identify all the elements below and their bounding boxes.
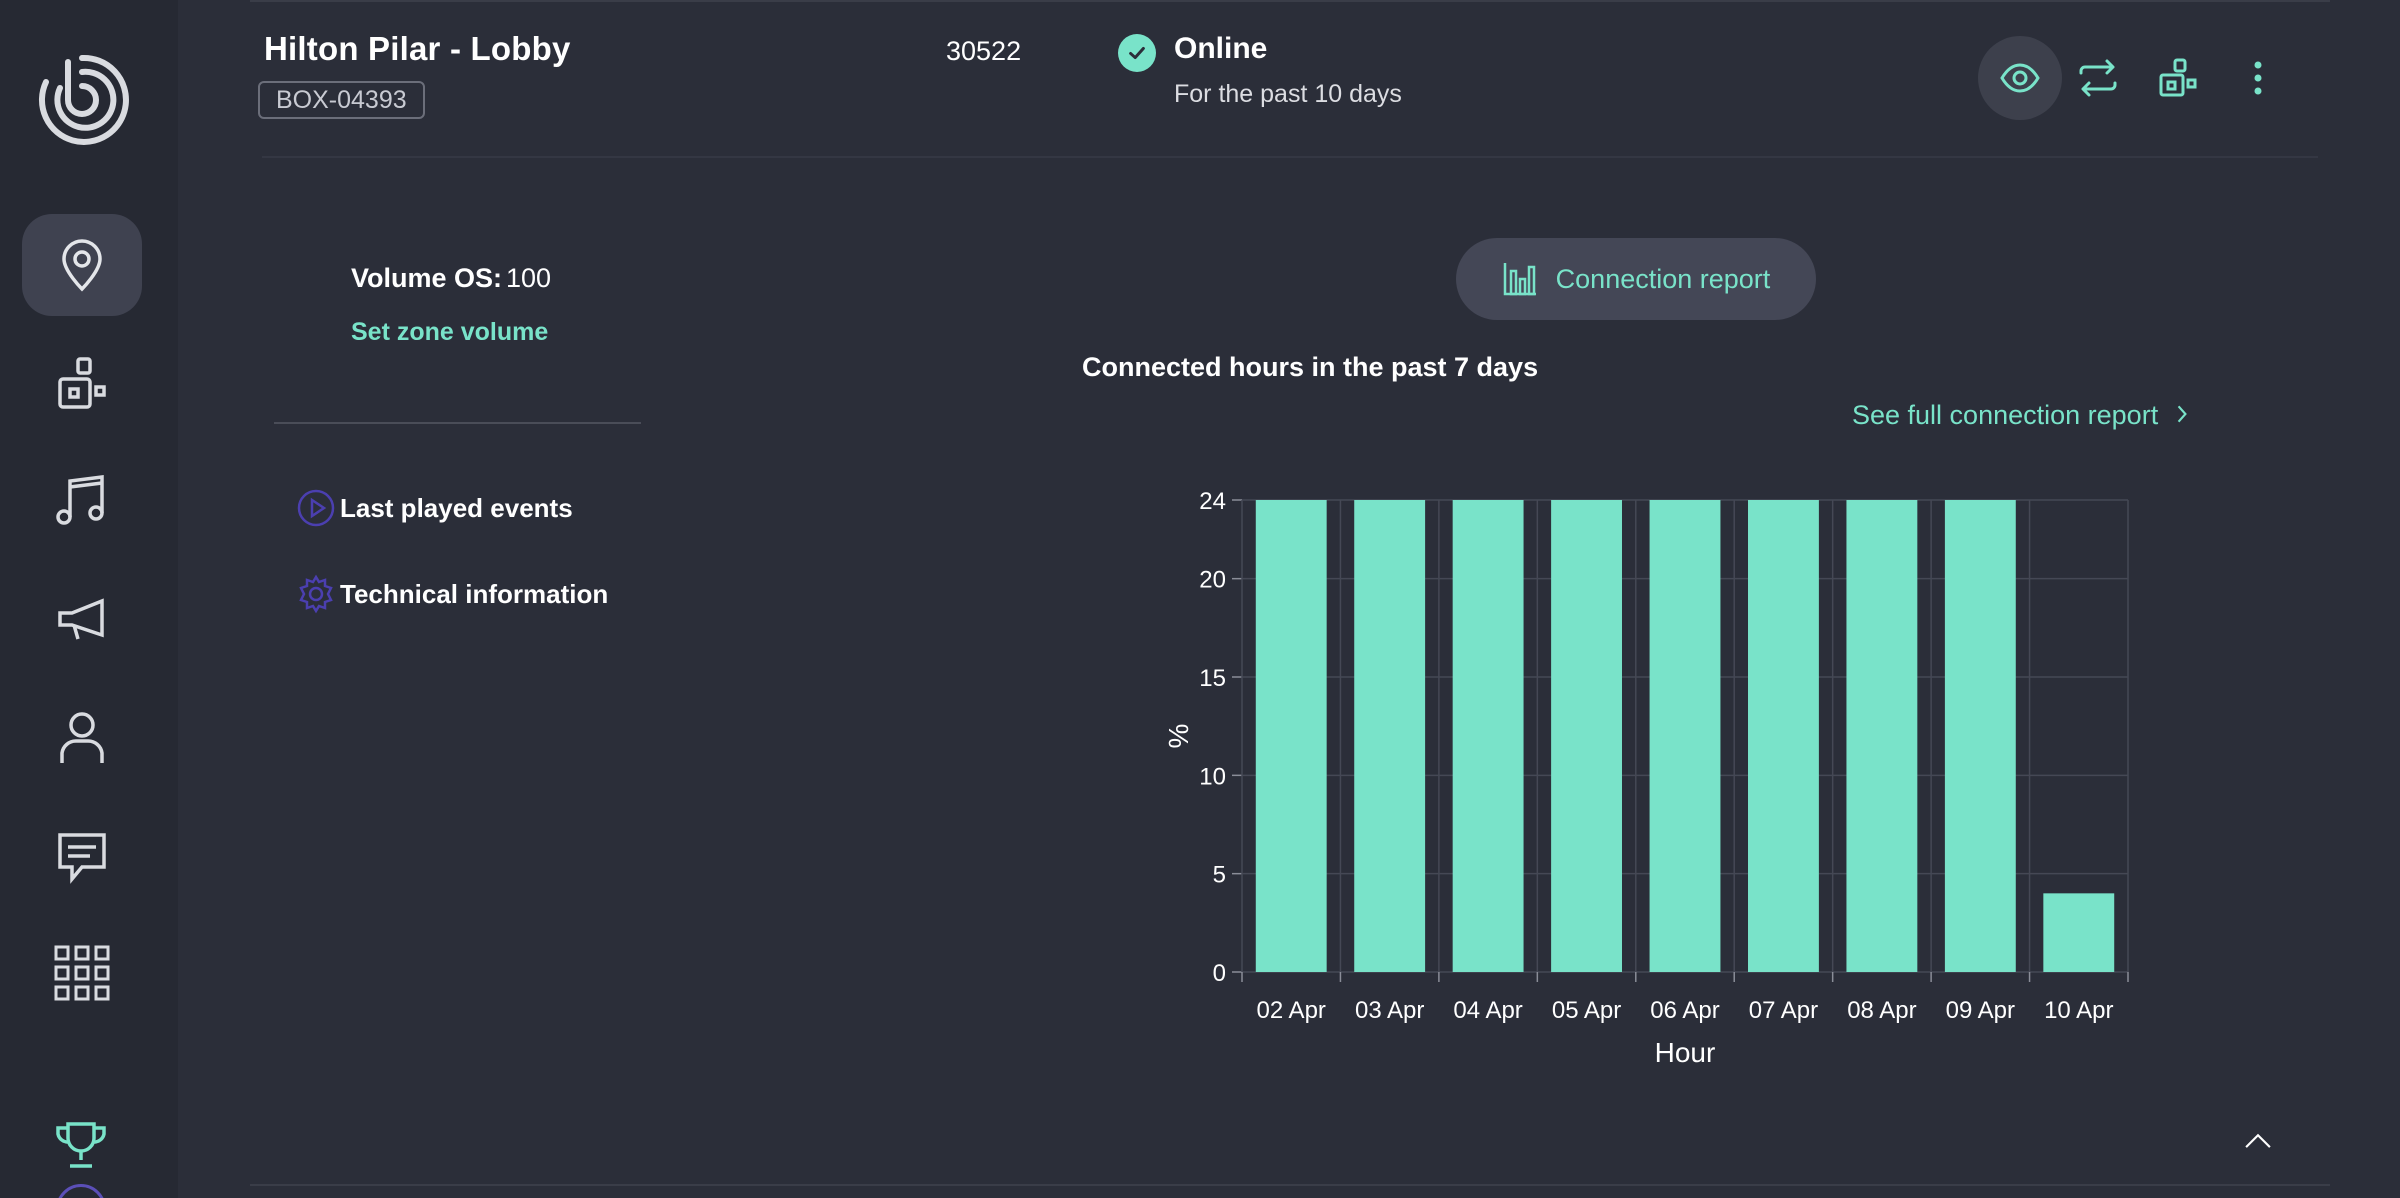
y-tick-label: 0: [1213, 960, 1226, 987]
music-icon: [56, 475, 104, 525]
location-pin-icon: [62, 239, 102, 292]
y-tick-label: 24: [1199, 488, 1226, 515]
device-number: 30522: [946, 36, 1022, 66]
x-tick-label: 08 Apr: [1847, 997, 1916, 1024]
view-button[interactable]: [1978, 36, 2062, 120]
set-zone-volume-link[interactable]: Set zone volume: [351, 318, 549, 346]
chart-svg: 0 5 10 15 20 24 02 Apr 03 Apr 04 Apr 05 Apr 06 Apr…: [1163, 488, 2129, 1068]
online-check-icon: [1118, 34, 1156, 72]
volume-label: Volume OS:: [351, 263, 503, 293]
panel-bottom-border: [250, 1184, 2330, 1186]
sidebar-item-devices[interactable]: [22, 332, 142, 434]
scroll-up-button[interactable]: [2238, 1122, 2278, 1162]
y-tick-label: 10: [1199, 763, 1226, 790]
header-divider: [262, 156, 2318, 158]
bar: [1944, 500, 2016, 972]
connection-report-label: Connection report: [1555, 263, 1771, 294]
swap-button[interactable]: [2056, 36, 2140, 120]
apps-grid-icon: [54, 945, 110, 1001]
full-connection-report-label: See full connection report: [1852, 400, 2159, 430]
sidebar-item-messages[interactable]: [22, 804, 142, 906]
x-tick-label: 05 Apr: [1552, 997, 1621, 1024]
x-tick-label: 09 Apr: [1946, 997, 2015, 1024]
user-icon: [60, 712, 104, 763]
y-tick-label: 20: [1199, 567, 1226, 594]
panel-top-border: [250, 0, 2330, 2]
sidebar-item-apps[interactable]: [22, 922, 142, 1024]
last-played-events-label: Last played events: [340, 492, 573, 523]
y-tick-label: 15: [1199, 665, 1226, 692]
bar: [1255, 500, 1327, 972]
sidebar-item-announcements[interactable]: [22, 568, 142, 670]
devices-icon: [2159, 58, 2197, 97]
more-options-button[interactable]: [2216, 36, 2300, 120]
devices-button[interactable]: [2136, 36, 2220, 120]
x-tick-label: 07 Apr: [1749, 997, 1818, 1024]
bar: [2043, 893, 2115, 972]
more-icon: [2254, 61, 2262, 95]
status-detail: For the past 10 days: [1174, 80, 1402, 108]
volume-value: 100: [506, 263, 552, 293]
last-played-events-link[interactable]: Last played events: [296, 488, 573, 528]
y-tick-label: 5: [1213, 862, 1226, 889]
sidebar-item-locations[interactable]: [22, 214, 142, 316]
x-tick-label: 04 Apr: [1453, 997, 1522, 1024]
x-tick-label: 02 Apr: [1257, 997, 1326, 1024]
chevron-up-icon: [2245, 1133, 2271, 1148]
status-title: Online: [1174, 32, 1268, 65]
chevron-right-icon: [2176, 400, 2188, 431]
swap-icon: [2079, 59, 2117, 97]
eye-icon: [2000, 63, 2040, 93]
x-tick-label: 03 Apr: [1355, 997, 1424, 1024]
x-tick-label: 10 Apr: [2044, 997, 2113, 1024]
sidebar: [0, 0, 178, 1198]
connection-hours-chart: 0 5 10 15 20 24 02 Apr 03 Apr 04 Apr 05 Apr 06 Apr…: [1150, 470, 2150, 1090]
bar-chart-icon: [1503, 263, 1536, 296]
left-divider: [274, 422, 641, 424]
app-logo-icon[interactable]: [30, 48, 134, 152]
bar: [1846, 500, 1918, 972]
megaphone-icon: [58, 598, 104, 640]
bar: [1452, 500, 1524, 972]
device-name: Hilton Pilar - Lobby: [264, 30, 571, 67]
bar: [1354, 500, 1426, 972]
trophy-icon[interactable]: [52, 1120, 110, 1170]
bar: [1748, 500, 1819, 972]
devices-icon: [58, 357, 106, 409]
play-circle-icon: [296, 488, 336, 528]
technical-information-link[interactable]: Technical information: [296, 574, 608, 614]
box-id-badge: BOX-04393: [258, 81, 425, 119]
bar: [1649, 500, 1721, 972]
x-axis-label: Hour: [1655, 1037, 1716, 1068]
gear-icon: [296, 574, 336, 614]
help-icon[interactable]: [56, 1184, 106, 1198]
x-tick-label: 06 Apr: [1650, 997, 1719, 1024]
chat-icon: [58, 833, 106, 884]
y-axis-label: %: [1163, 724, 1194, 749]
sidebar-item-music[interactable]: [22, 450, 142, 552]
bar: [1551, 500, 1622, 972]
technical-information-label: Technical information: [340, 578, 609, 609]
chart-title: Connected hours in the past 7 days: [1082, 352, 1539, 382]
full-connection-report-link[interactable]: See full connection report: [1852, 400, 2188, 431]
connection-report-button[interactable]: Connection report: [1456, 238, 1816, 320]
sidebar-item-users[interactable]: [22, 686, 142, 788]
